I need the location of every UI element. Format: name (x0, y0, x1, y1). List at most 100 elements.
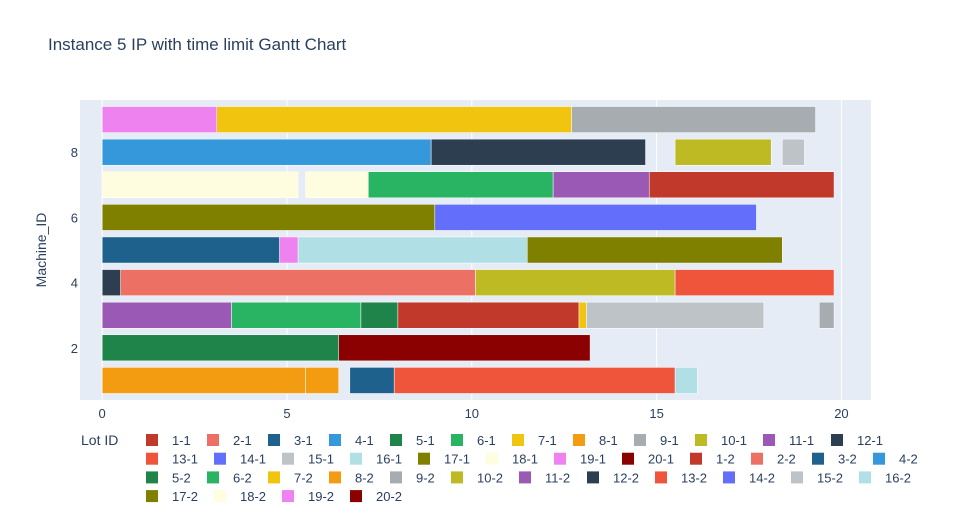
gantt-bar-lot-13-2-machine-1[interactable] (393, 367, 676, 394)
gantt-bar-lot-6-2-machine-3[interactable] (231, 301, 362, 329)
legend-label: 14-2 (749, 470, 775, 485)
legend-swatch (763, 434, 775, 446)
gantt-bar-lot-10-2-machine-8[interactable] (674, 138, 772, 166)
legend-item-12-1[interactable]: 12-1 (831, 433, 883, 448)
legend-item-6-2[interactable]: 6-2 (207, 470, 252, 485)
legend-swatch (655, 471, 667, 484)
legend-item-16-1[interactable]: 16-1 (350, 452, 402, 467)
legend-item-6-1[interactable]: 6-1 (451, 433, 496, 448)
legend-item-5-1[interactable]: 5-1 (390, 433, 435, 448)
legend-label: 6-1 (477, 433, 496, 448)
legend-item-9-2[interactable]: 9-2 (390, 470, 435, 485)
legend-item-9-1[interactable]: 9-1 (634, 433, 679, 448)
legend-item-20-2[interactable]: 20-2 (350, 489, 402, 504)
legend-swatch (859, 471, 871, 484)
legend-item-1-1[interactable]: 1-1 (146, 433, 191, 448)
gantt-bar-lot-19-2-machine-9[interactable] (101, 106, 218, 133)
x-tick-label: 15 (649, 406, 663, 421)
gantt-bar-lot-9-1-machine-9[interactable] (571, 106, 816, 133)
legend-swatch (751, 452, 763, 465)
legend-swatch (350, 490, 362, 503)
legend-label: 12-1 (857, 433, 883, 448)
gantt-bar-lot-15-2-machine-8[interactable] (782, 138, 805, 166)
gantt-bar-lot-17-1-machine-6[interactable] (101, 204, 436, 231)
gantt-bar-lot-9-2-machine-3[interactable] (819, 301, 835, 329)
gantt-bar-lot-1-1-machine-3[interactable] (397, 301, 580, 329)
legend-swatch (282, 452, 294, 465)
legend-item-4-1[interactable]: 4-1 (329, 433, 374, 448)
gantt-bar-lot-11-1-machine-3[interactable] (101, 301, 232, 329)
legend-swatch (690, 452, 702, 465)
legend-item-14-2[interactable]: 14-2 (723, 470, 775, 485)
legend-item-1-2[interactable]: 1-2 (690, 452, 735, 467)
legend-item-17-2[interactable]: 17-2 (146, 489, 198, 504)
gantt-bar-lot-17-2-machine-5[interactable] (526, 236, 783, 264)
legend-item-8-1[interactable]: 8-1 (573, 433, 618, 448)
gantt-bar-lot-12-1-machine-4[interactable] (101, 269, 121, 296)
legend-item-19-1[interactable]: 19-1 (554, 452, 606, 467)
legend-item-7-2[interactable]: 7-2 (268, 470, 313, 485)
gantt-bar-lot-8-1-machine-1[interactable] (101, 367, 306, 394)
legend-swatch (146, 490, 158, 503)
legend-item-18-2[interactable]: 18-2 (214, 489, 266, 504)
legend-swatch (723, 471, 735, 484)
y-tick-label: 8 (71, 145, 78, 160)
gantt-bar-lot-11-2-machine-7[interactable] (552, 171, 650, 199)
legend-label: 10-1 (721, 433, 747, 448)
gantt-bar-lot-5-2-machine-2[interactable] (101, 334, 339, 362)
legend-item-15-1[interactable]: 15-1 (282, 452, 334, 467)
legend-item-3-2[interactable]: 3-2 (812, 452, 857, 467)
gantt-bar-lot-10-1-machine-4[interactable] (475, 269, 676, 296)
gantt-bar-lot-16-1-machine-5[interactable] (297, 236, 528, 264)
legend-item-3-1[interactable]: 3-1 (268, 433, 313, 448)
gantt-bar-lot-20-2-machine-2[interactable] (338, 334, 591, 362)
legend-item-19-2[interactable]: 19-2 (282, 489, 334, 504)
legend-item-17-1[interactable]: 17-1 (418, 452, 470, 467)
legend-item-4-2[interactable]: 4-2 (873, 452, 918, 467)
legend-swatch (390, 471, 402, 484)
legend-item-11-1[interactable]: 11-1 (763, 433, 814, 448)
legend-item-2-2[interactable]: 2-2 (751, 452, 796, 467)
legend-label: 19-1 (580, 452, 606, 467)
legend-item-13-2[interactable]: 13-2 (655, 470, 707, 485)
gantt-bar-lot-7-2-machine-3[interactable] (578, 301, 587, 329)
legend-item-10-1[interactable]: 10-1 (695, 433, 747, 448)
gantt-bar-lot-18-1-machine-7[interactable] (101, 171, 299, 199)
gantt-bar-lot-12-2-machine-8[interactable] (430, 138, 646, 166)
gantt-bar-lot-2-1-machine-4[interactable] (120, 269, 476, 296)
legend-item-16-2[interactable]: 16-2 (859, 470, 911, 485)
legend-item-2-1[interactable]: 2-1 (207, 433, 252, 448)
gantt-bar-lot-16-2-machine-1[interactable] (674, 367, 698, 394)
gantt-bar-lot-8-2-machine-1[interactable] (305, 367, 339, 394)
gantt-bar-lot-3-2-machine-1[interactable] (349, 367, 395, 394)
legend-item-8-2[interactable]: 8-2 (329, 470, 374, 485)
gantt-bar-lot-14-1-machine-6[interactable] (434, 204, 757, 231)
gantt-bar-lot-6-1-machine-7[interactable] (368, 171, 554, 199)
legend-item-10-2[interactable]: 10-2 (451, 470, 503, 485)
legend-item-7-1[interactable]: 7-1 (512, 433, 557, 448)
gantt-bar-lot-4-1-machine-8[interactable] (101, 138, 432, 166)
legend-label: 1-1 (172, 433, 191, 448)
gantt-bar-lot-13-1-machine-4[interactable] (674, 269, 835, 296)
legend-item-20-1[interactable]: 20-1 (622, 452, 674, 467)
gantt-bar-lot-1-2-machine-7[interactable] (648, 171, 835, 199)
legend-swatch (282, 490, 294, 503)
gantt-bar-lot-18-2-machine-7[interactable] (305, 171, 369, 199)
legend-label: 14-1 (240, 452, 266, 467)
legend-item-11-2[interactable]: 11-2 (519, 470, 570, 485)
legend-item-5-2[interactable]: 5-2 (146, 470, 191, 485)
gantt-bar-lot-5-1-machine-3[interactable] (360, 301, 399, 329)
legend-item-15-2[interactable]: 15-2 (791, 470, 843, 485)
legend-label: 5-2 (172, 470, 191, 485)
gantt-bar-lot-19-1-machine-5[interactable] (279, 236, 299, 264)
legend-title: Lot ID (81, 432, 118, 448)
legend-item-12-2[interactable]: 12-2 (587, 470, 639, 485)
legend-item-14-1[interactable]: 14-1 (214, 452, 266, 467)
legend-item-13-1[interactable]: 13-1 (146, 452, 198, 467)
legend-label: 7-2 (294, 470, 313, 485)
gantt-bar-lot-7-1-machine-9[interactable] (216, 106, 572, 133)
chart-title: Instance 5 IP with time limit Gantt Char… (48, 35, 347, 54)
legend-item-18-1[interactable]: 18-1 (486, 452, 538, 467)
gantt-bar-lot-15-1-machine-3[interactable] (586, 301, 765, 329)
gantt-bar-lot-3-1-machine-5[interactable] (101, 236, 280, 264)
